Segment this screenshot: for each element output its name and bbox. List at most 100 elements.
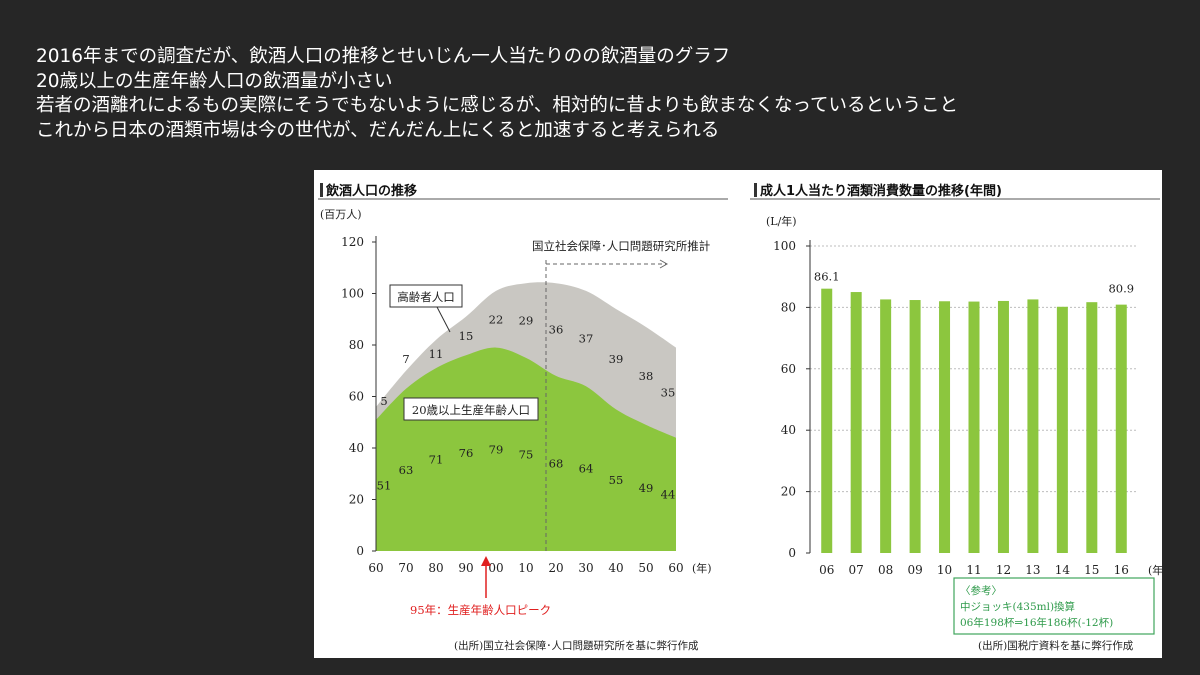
- x-tick-label: 16: [1114, 563, 1129, 577]
- elderly-value-label: 29: [519, 314, 534, 328]
- working-value-label: 55: [609, 473, 624, 487]
- right-source: (出所)国税庁資料を基に弊行作成: [978, 639, 1134, 652]
- x-tick-label: 60: [668, 561, 683, 575]
- elderly-value-label: 38: [639, 369, 654, 383]
- x-tick-label: 20: [548, 561, 563, 575]
- y-tick-label: 20: [349, 493, 364, 507]
- working-value-label: 51: [377, 478, 392, 492]
- y-tick-label: 60: [781, 362, 796, 376]
- working-value-label: 79: [489, 442, 504, 456]
- y-tick-label: 20: [781, 485, 796, 499]
- last-value-label: 80.9: [1108, 282, 1134, 296]
- title-marker: [754, 183, 757, 197]
- right-chart-title: 成人1人当たり酒類消費数量の推移(年間): [754, 180, 1002, 199]
- title-marker: [320, 183, 323, 197]
- x-tick-label: 10: [937, 563, 952, 577]
- x-tick-label: 08: [878, 563, 893, 577]
- reference-note-line1: 中ジョッキ(435ml)換算: [960, 600, 1075, 613]
- consumption-bar-chart: (L/年) 0 20 40 60 80 100 06 07 08 09 10 11 12 13 14 15 16…: [750, 198, 1162, 652]
- population-area-chart: (百万人) 51 5 63 7 71 11 76 15 79 22 75 29 68 36 64 37 55 39…: [318, 198, 728, 652]
- reference-note-box: [953, 577, 1155, 635]
- y-axis-unit: (L/年): [766, 214, 797, 228]
- working-value-label: 75: [519, 447, 534, 461]
- y-tick-label: 80: [781, 300, 796, 314]
- working-label-box: [403, 397, 539, 421]
- x-tick-label: 11: [966, 563, 981, 577]
- caption-line: 20歳以上の生産年齢人口の飲酒量が小さい: [36, 70, 393, 92]
- caption-text: 2016年までの調査だが、飲酒人口の推移とせいじん一人当たりのの飲酒量のグラフ …: [36, 45, 1186, 143]
- y-axis-unit: (百万人): [320, 208, 362, 221]
- y-tick-label: 0: [356, 544, 364, 558]
- x-tick-label: 40: [608, 561, 623, 575]
- x-tick-label: 70: [398, 561, 413, 575]
- elderly-value-label: 15: [459, 329, 474, 343]
- left-chart-title-text: 飲酒人口の推移: [326, 184, 418, 199]
- projection-arrowhead: [659, 259, 669, 269]
- peak-annotation: 95年：生産年齢人口ピーク: [410, 603, 551, 617]
- x-tick-label: 06: [819, 563, 834, 577]
- y-tick-label: 80: [349, 338, 364, 352]
- elderly-value-label: 37: [579, 332, 594, 346]
- y-tick-label: 120: [341, 235, 364, 249]
- x-tick-label: 12: [996, 563, 1011, 577]
- elderly-value-label: 5: [380, 394, 387, 408]
- consumption-bar: [1115, 304, 1127, 553]
- consumption-bar: [821, 288, 833, 553]
- x-tick-label: 14: [1055, 563, 1071, 577]
- elderly-value-label: 22: [489, 312, 504, 326]
- x-tick-label: 09: [907, 563, 922, 577]
- caption-line: 若者の酒離れによるもの実際にそうでもないように感じるが、相対的に昔よりも飲まなく…: [36, 95, 959, 116]
- working-legend-label: 20歳以上生産年齢人口: [412, 403, 530, 417]
- elderly-leader-line: [436, 306, 451, 333]
- consumption-bar: [850, 292, 862, 553]
- first-value-label: 86.1: [814, 270, 840, 284]
- x-tick-label: 30: [578, 561, 593, 575]
- x-tick-label: 13: [1025, 563, 1040, 577]
- consumption-bar: [1056, 306, 1068, 553]
- consumption-bar: [997, 300, 1009, 553]
- y-tick-label: 0: [788, 546, 796, 560]
- y-tick-label: 100: [341, 287, 364, 301]
- peak-arrow-head: [481, 556, 491, 566]
- elderly-value-label: 7: [402, 352, 409, 366]
- x-tick-label: 90: [458, 561, 473, 575]
- right-chart-title-text: 成人1人当たり酒類消費数量の推移(年間): [760, 184, 1002, 199]
- elderly-value-label: 11: [429, 347, 444, 361]
- x-tick-label: 07: [849, 563, 864, 577]
- y-tick-label: 40: [349, 441, 364, 455]
- working-value-label: 68: [549, 456, 564, 470]
- y-tick-label: 40: [781, 423, 796, 437]
- working-value-label: 64: [579, 462, 594, 476]
- elderly-value-label: 36: [549, 323, 564, 337]
- consumption-bar: [909, 300, 921, 553]
- reference-note-line2: 06年198杯⇒16年186杯(-12杯): [960, 616, 1113, 629]
- elderly-label-box: [389, 284, 463, 308]
- elderly-value-label: 39: [609, 352, 624, 366]
- working-value-label: 44: [661, 487, 676, 501]
- consumption-bar: [968, 301, 980, 553]
- elderly-value-label: 35: [661, 386, 676, 400]
- caption-line: 2016年までの調査だが、飲酒人口の推移とせいじん一人当たりのの飲酒量のグラフ: [36, 46, 731, 67]
- x-tick-label: 15: [1084, 563, 1099, 577]
- consumption-bar: [939, 301, 951, 553]
- x-tick-label: 80: [428, 561, 443, 575]
- x-tick-label: 60: [368, 561, 383, 575]
- working-value-label: 49: [639, 481, 654, 495]
- x-tick-label: 00: [488, 561, 503, 575]
- elderly-legend-label: 高齢者人口: [397, 290, 455, 304]
- consumption-bar: [880, 299, 892, 553]
- x-tick-label: 10: [518, 561, 533, 575]
- figure-panel: 飲酒人口の推移 成人1人当たり酒類消費数量の推移(年間) (百万人) 51 5 63…: [314, 170, 1162, 658]
- reference-note-title: 〈参考〉: [960, 584, 1002, 597]
- left-chart-title: 飲酒人口の推移: [320, 180, 417, 199]
- x-tick-label: 50: [638, 561, 653, 575]
- working-value-label: 76: [459, 446, 474, 460]
- y-tick-label: 60: [349, 390, 364, 404]
- caption-line: これから日本の酒類市場は今の世代が、だんだん上にくると加速すると考えられる: [36, 119, 720, 141]
- consumption-bar: [1027, 299, 1039, 553]
- consumption-bar: [1086, 302, 1098, 553]
- projection-label: 国立社会保障･人口問題研究所推計: [532, 239, 710, 253]
- working-value-label: 63: [399, 463, 414, 477]
- x-axis-unit: (年): [692, 561, 712, 575]
- left-source: (出所)国立社会保障･人口問題研究所を基に弊行作成: [454, 639, 699, 652]
